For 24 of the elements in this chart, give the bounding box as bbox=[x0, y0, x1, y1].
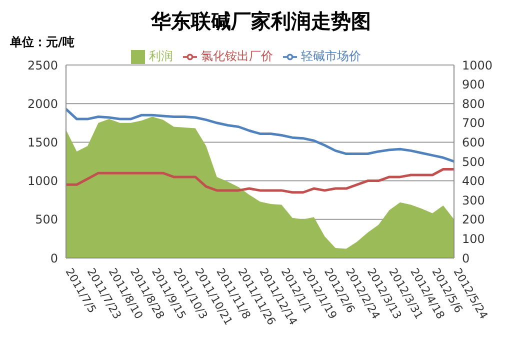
y-tick-label: 2000 bbox=[27, 96, 58, 111]
line-series bbox=[66, 168, 454, 194]
y2-tick-label: 500 bbox=[462, 154, 485, 169]
y-tick-label: 1000 bbox=[27, 174, 58, 188]
y2-tick-label: 900 bbox=[462, 78, 485, 92]
y2-tick-label: 100 bbox=[462, 232, 485, 246]
legend-label: 轻碱市场价 bbox=[301, 49, 361, 63]
y2-tick-label: 800 bbox=[462, 96, 485, 111]
y-tick-label: 0 bbox=[50, 251, 58, 266]
y-tick-label: 500 bbox=[35, 212, 58, 227]
y2-tick-label: 0 bbox=[462, 251, 470, 266]
y2-tick-label: 1000 bbox=[462, 58, 493, 72]
y2-tick-label: 200 bbox=[462, 212, 485, 227]
y2-tick-label: 600 bbox=[462, 135, 485, 150]
y2-tick-label: 400 bbox=[462, 174, 485, 188]
chart-subtitle: 单位：元/吨 bbox=[9, 34, 76, 49]
y-tick-label: 1500 bbox=[27, 135, 58, 150]
y2-tick-label: 300 bbox=[462, 193, 485, 208]
y2-tick-label: 700 bbox=[462, 116, 485, 130]
legend-label: 氯化铵出厂价 bbox=[201, 49, 273, 63]
line-series bbox=[66, 108, 454, 163]
legend-label: 利润 bbox=[149, 49, 173, 63]
y-tick-label: 2500 bbox=[27, 58, 58, 72]
chart-title: 华东联碱厂家利润走势图 bbox=[150, 8, 372, 34]
